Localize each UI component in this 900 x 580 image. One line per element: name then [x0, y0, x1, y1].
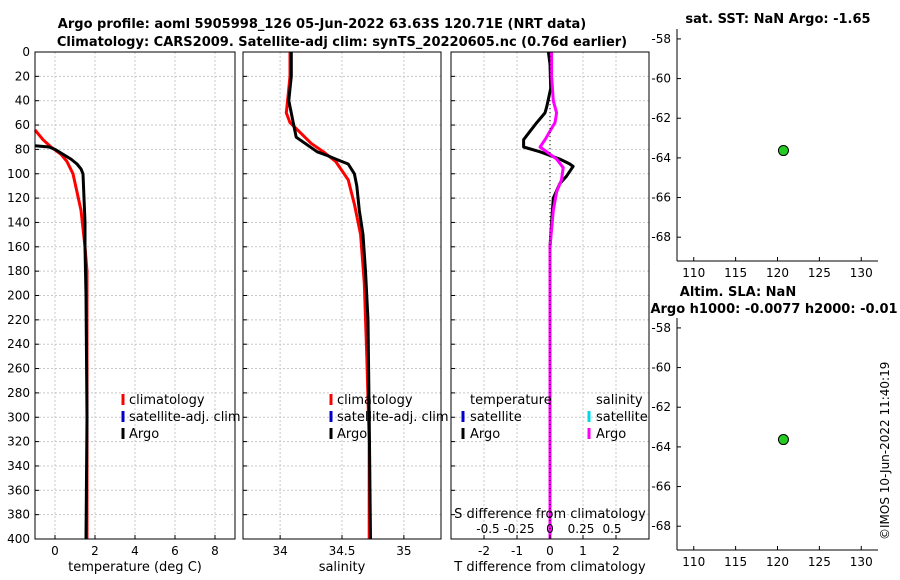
- x-tick-label: 4: [131, 544, 139, 558]
- y-tick-label: -66: [651, 480, 671, 494]
- y-tick-label: 320: [7, 435, 30, 449]
- x-tick-label: 120: [766, 555, 789, 569]
- y-tick-label: 280: [7, 386, 30, 400]
- map-title: sat. SST: NaN Argo: -1.65: [685, 12, 870, 27]
- float-location-marker: [777, 434, 789, 446]
- legend-label: Argo: [129, 427, 159, 442]
- secondary-tick-label: 0.5: [602, 522, 621, 536]
- y-tick-label: 40: [15, 94, 30, 108]
- x-tick-label: 1: [579, 544, 587, 558]
- x-tick-label: 115: [724, 266, 747, 280]
- x-tick-label: 130: [850, 555, 873, 569]
- y-tick-label: -60: [651, 361, 671, 375]
- x-tick-label: 130: [850, 266, 873, 280]
- title-line-1: Argo profile: aoml 5905998_126 05-Jun-20…: [58, 17, 586, 32]
- series-line-s-argo: [538, 52, 565, 539]
- y-tick-label: 300: [7, 410, 30, 424]
- y-tick-label: -62: [651, 400, 671, 414]
- x-tick-label: 6: [171, 544, 179, 558]
- legend-label: Argo: [337, 427, 367, 442]
- y-tick-label: -68: [651, 519, 671, 533]
- legend-label: Argo: [470, 427, 500, 442]
- y-tick-label: 240: [7, 337, 30, 351]
- legend-label: Argo: [596, 427, 626, 442]
- sla-map-panel: -58 -60 -62 -64 -66 -68 110 115 120 125 130 Altim. …: [650, 285, 897, 569]
- secondary-tick-label: -0.5: [476, 522, 499, 536]
- legend-title-temperature: temperature: [470, 393, 552, 408]
- y-tick-label: 160: [7, 240, 30, 254]
- x-tick-label: 0: [546, 544, 554, 558]
- y-tick-label: 200: [7, 289, 30, 303]
- legend-label: climatology: [337, 393, 413, 408]
- legend-label: satellite-adj. clim: [337, 410, 449, 425]
- x-tick-label: 115: [724, 555, 747, 569]
- y-tick-label: 260: [7, 362, 30, 376]
- watermark: ©IMOS 10-Jun-2022 11:40:19: [878, 362, 892, 540]
- x-tick-label: 35: [396, 544, 411, 558]
- y-tick-label: 400: [7, 532, 30, 546]
- y-tick-label: 80: [15, 142, 30, 156]
- secondary-tick-label: -0.25: [503, 522, 534, 536]
- x-tick-label: 110: [682, 555, 705, 569]
- sst-map-panel: -58 -60 -62 -64 -66 -68 110 115 120 125 130 sat. SS…: [651, 12, 878, 280]
- legend-label: satellite-adj. clim: [129, 410, 241, 425]
- temperature-panel: 0 2 4 6 802040608010012014016018020022024026…: [7, 45, 241, 575]
- x-axis-label: T difference from climatology: [453, 560, 646, 575]
- legend-label: satellite: [470, 410, 522, 425]
- salinity-panel: 34 34.5 35 salinity climatology satellite-adj…: [242, 51, 449, 575]
- series-line-argo: [287, 52, 372, 540]
- map-subtitle: Argo h1000: -0.0077 h2000: -0.01: [650, 302, 897, 317]
- y-tick-label: 380: [7, 508, 30, 522]
- x-axis-label: salinity: [319, 560, 366, 575]
- y-tick-label: 340: [7, 459, 30, 473]
- legend-label: satellite: [596, 410, 648, 425]
- legend-title-salinity: salinity: [596, 393, 643, 408]
- legend-label: climatology: [129, 393, 205, 408]
- y-tick-label: -60: [651, 72, 671, 86]
- y-tick-label: 100: [7, 167, 30, 181]
- y-tick-label: -68: [651, 230, 671, 244]
- series-line-climatology: [33, 128, 89, 539]
- y-tick-label: 140: [7, 215, 30, 229]
- x-tick-label: 125: [808, 555, 831, 569]
- x-tick-label: 0: [51, 544, 59, 558]
- secondary-tick-label: 0: [546, 522, 554, 536]
- y-tick-label: 180: [7, 264, 30, 278]
- y-tick-label: 60: [15, 118, 30, 132]
- y-tick-label: -66: [651, 191, 671, 205]
- y-tick-label: 360: [7, 483, 30, 497]
- series-line-argo: [34, 144, 89, 540]
- difference-panel: -2 -1 0 1 2 T difference from climatology temp…: [450, 51, 650, 575]
- x-tick-label: -1: [511, 544, 523, 558]
- x-tick-label: 2: [612, 544, 620, 558]
- title-line-2: Climatology: CARS2009. Satellite-adj cli…: [57, 35, 627, 50]
- y-tick-label: 220: [7, 313, 30, 327]
- y-tick-label: 20: [15, 69, 30, 83]
- y-tick-label: 0: [22, 45, 30, 59]
- x-tick-label: 2: [91, 544, 99, 558]
- y-tick-label: -64: [651, 151, 671, 165]
- map-title: Altim. SLA: NaN: [680, 285, 796, 300]
- x-tick-label: -2: [478, 544, 490, 558]
- y-tick-label: 120: [7, 191, 30, 205]
- y-tick-label: -64: [651, 440, 671, 454]
- x-tick-label: 34: [272, 544, 287, 558]
- y-tick-label: -58: [651, 321, 671, 335]
- x-axis-label: temperature (deg C): [68, 560, 202, 575]
- secondary-tick-label: 0.25: [568, 522, 595, 536]
- y-tick-label: -62: [651, 111, 671, 125]
- secondary-axis-label: S difference from climatology: [454, 507, 646, 522]
- x-tick-label: 120: [766, 266, 789, 280]
- x-tick-label: 8: [211, 544, 219, 558]
- float-location-marker: [777, 145, 789, 157]
- y-tick-label: -58: [651, 32, 671, 46]
- x-tick-label: 34.5: [329, 544, 356, 558]
- x-tick-label: 125: [808, 266, 831, 280]
- x-tick-label: 110: [682, 266, 705, 280]
